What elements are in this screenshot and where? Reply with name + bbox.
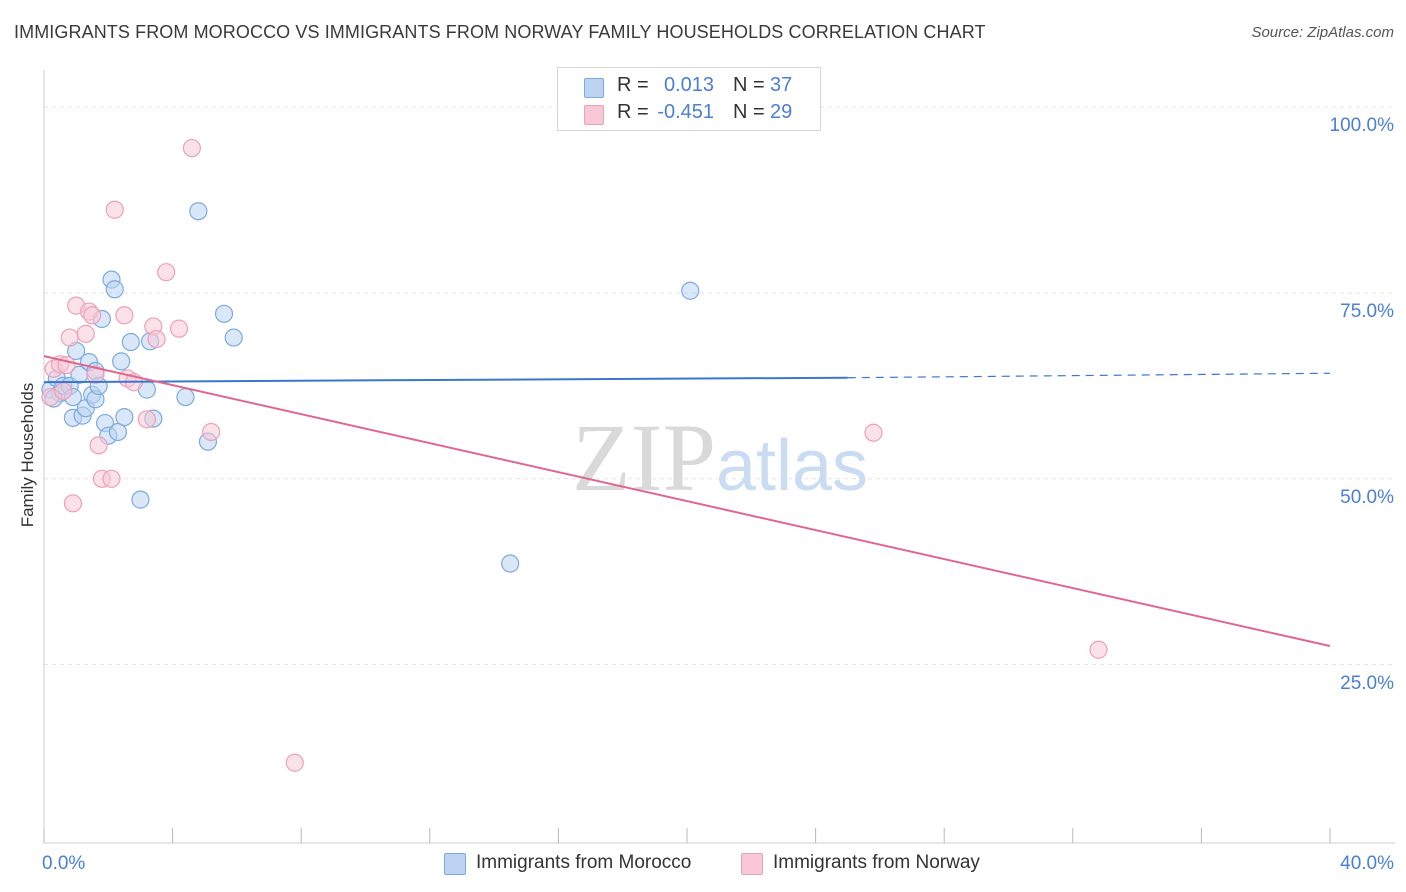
norway-swatch <box>584 105 604 125</box>
r-label: R = <box>617 101 649 123</box>
norway-point <box>83 306 102 325</box>
x-tick-label: 0.0% <box>42 853 86 874</box>
morocco-point <box>224 328 243 347</box>
y-tick-label: 25.0% <box>1340 672 1394 694</box>
legend-label: Immigrants from Morocco <box>476 852 692 873</box>
chart-title: IMMIGRANTS FROM MOROCCO VS IMMIGRANTS FR… <box>14 22 986 42</box>
norway-point <box>864 423 883 442</box>
norway-point <box>182 138 201 158</box>
norway-point <box>89 436 108 455</box>
norway-point <box>285 753 304 772</box>
morocco-swatch <box>584 78 604 98</box>
morocco-legend-swatch <box>444 853 466 875</box>
n-label: N = <box>733 74 765 96</box>
source-label: Source: ZipAtlas.com <box>1251 24 1394 41</box>
y-tick-label: 50.0% <box>1340 486 1394 508</box>
norway-legend-swatch <box>741 853 763 875</box>
morocco-point <box>115 408 134 427</box>
n-value: 29 <box>770 101 793 123</box>
r-value: 0.013 <box>663 74 714 96</box>
r-label: R = <box>617 74 649 96</box>
trend-layer <box>43 355 1331 648</box>
watermark: ZIPatlas <box>572 404 868 511</box>
morocco-point <box>214 304 234 323</box>
norway-point <box>63 494 83 513</box>
legend-label: Immigrants from Norway <box>773 852 980 873</box>
stats-legend: R = 0.013 N = 37 R = -0.451 N = 29 <box>557 67 821 131</box>
morocco-trend-line <box>43 376 848 384</box>
morocco-point <box>681 281 700 300</box>
norway-point <box>115 306 134 325</box>
y-tick-label: 100.0% <box>1329 115 1394 137</box>
norway-point <box>202 422 221 442</box>
morocco-point <box>176 387 195 407</box>
norway-point <box>54 381 73 401</box>
morocco-trend-extension <box>847 372 1331 379</box>
norway-point <box>157 263 176 282</box>
norway-point <box>60 328 79 347</box>
norway-point <box>169 319 189 338</box>
norway-point <box>102 469 121 488</box>
norway-point <box>137 410 156 429</box>
morocco-point <box>105 280 124 299</box>
norway-point <box>76 324 95 343</box>
norway-point <box>105 200 124 219</box>
n-value: 37 <box>770 74 793 96</box>
r-value: -0.451 <box>657 101 714 123</box>
stats-row-norway: R = -0.451 N = 29 <box>558 99 820 129</box>
norway-trend-line <box>43 355 1331 648</box>
axis-layer <box>43 70 1395 844</box>
points-layer <box>41 138 1108 772</box>
morocco-point <box>112 352 131 371</box>
morocco-point <box>189 202 208 221</box>
grid-layer <box>44 106 1395 666</box>
n-label: N = <box>733 101 765 123</box>
norway-point <box>1089 640 1108 659</box>
stats-row-morocco: R = 0.013 N = 37 <box>558 72 820 102</box>
x-tick-label: 40.0% <box>1340 853 1394 874</box>
norway-point <box>147 329 166 349</box>
morocco-point <box>121 332 140 352</box>
morocco-point <box>131 490 150 509</box>
y-tick-label: 75.0% <box>1340 300 1394 322</box>
norway-point <box>86 365 105 384</box>
morocco-point <box>501 554 520 573</box>
